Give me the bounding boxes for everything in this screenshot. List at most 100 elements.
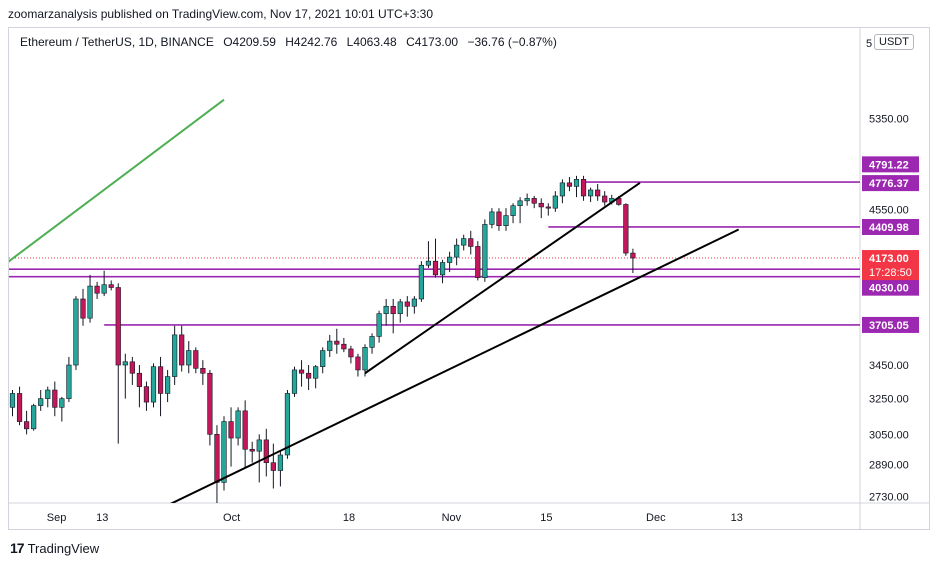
x-tick-label: Sep	[47, 512, 67, 524]
candle-down	[630, 252, 636, 259]
candle-down	[355, 356, 361, 371]
candle-down	[143, 386, 150, 403]
open-value: O4209.59	[223, 35, 276, 49]
level-label-4791: 4791.22	[869, 159, 909, 171]
tradingview-logo-icon: 17	[10, 540, 25, 556]
candle-down	[228, 421, 234, 439]
candle-down	[23, 421, 30, 430]
candle-up	[73, 298, 79, 366]
candle-up	[489, 211, 495, 225]
level-label-4030: 4030.00	[869, 283, 909, 295]
candle-down	[432, 260, 439, 276]
candle-up	[235, 410, 241, 439]
candle-down	[531, 198, 537, 204]
candle-down	[207, 372, 213, 435]
candle-up	[439, 262, 446, 276]
candle-down	[108, 284, 114, 288]
x-tick-label: 18	[343, 512, 355, 524]
candle-up	[165, 376, 171, 394]
candle-down	[179, 334, 185, 366]
candle-down	[80, 298, 86, 319]
candle-down	[341, 343, 347, 350]
chart-frame	[8, 27, 930, 530]
candle-up	[510, 205, 516, 216]
candle-up	[9, 393, 16, 408]
publisher-header: zoomarzanalysis published on TradingView…	[8, 7, 434, 21]
candle-up	[284, 393, 291, 456]
low-value: L4063.48	[346, 35, 397, 49]
y-tick-label: 4550.00	[869, 204, 909, 216]
candle-down	[242, 410, 248, 450]
truncated-tick-label: 5	[866, 38, 873, 50]
candle-down	[496, 211, 502, 227]
candle-down	[52, 389, 58, 408]
candle-down	[94, 285, 100, 294]
candle-down	[305, 372, 312, 379]
candle-up	[221, 421, 227, 483]
high-value: H4242.76	[285, 35, 338, 49]
level-label-4776-bg	[862, 175, 919, 192]
level-label-4409: 4409.98	[869, 222, 909, 234]
candle-down	[193, 350, 199, 369]
candle-down	[538, 202, 544, 208]
candle-up	[327, 340, 333, 351]
candle-up	[172, 334, 178, 377]
candle-up	[573, 179, 580, 187]
candle-down	[334, 340, 340, 345]
footer-brand: TradingView	[27, 540, 100, 556]
candle-down	[298, 369, 305, 374]
candle-down	[623, 204, 629, 254]
candle-up	[517, 200, 523, 207]
level-label-3705-bg	[862, 316, 919, 333]
candle-up	[313, 366, 319, 379]
candle-down	[270, 462, 276, 471]
tradingview-footer: 17 TradingView	[10, 540, 99, 556]
candle-up	[446, 256, 453, 263]
y-tick-label: 5350.00	[869, 113, 909, 125]
symbol-name[interactable]: Ethereum / TetherUS, 1D, BINANCE	[20, 35, 214, 49]
candle-up	[559, 182, 565, 197]
candle-up	[418, 264, 425, 300]
candle-down	[602, 195, 608, 203]
candle-up	[38, 398, 44, 406]
change-value: −36.76 (−0.87%)	[467, 35, 557, 49]
candle-up	[122, 361, 128, 366]
candle-down	[475, 246, 481, 278]
candle-up	[87, 285, 93, 319]
candle-down	[580, 179, 587, 197]
candle-down	[595, 189, 601, 197]
candle-up	[186, 350, 192, 366]
candle-up	[524, 198, 530, 202]
y-tick-label: 3250.00	[869, 394, 909, 406]
green-upper-channel-line	[9, 98, 225, 263]
y-tick-label: 3050.00	[869, 429, 909, 441]
candle-down	[545, 206, 551, 209]
x-tick-label: 13	[731, 512, 743, 524]
lower-support-trendline	[170, 228, 740, 503]
level-label-4776: 4776.37	[869, 178, 909, 190]
candle-down	[566, 182, 573, 187]
candle-up	[31, 405, 37, 430]
candle-up	[383, 305, 389, 314]
x-tick-label: Dec	[646, 512, 666, 524]
candle-down	[468, 238, 474, 247]
candle-up	[101, 284, 107, 294]
plot-area	[9, 98, 860, 503]
level-label-3705: 3705.05	[869, 320, 909, 332]
x-tick-label: Nov	[442, 512, 462, 524]
last-price-badge-bg	[862, 250, 919, 281]
candle-up	[150, 366, 157, 403]
last-price-label: 4173.00	[869, 253, 909, 265]
level-label-4409-bg	[862, 218, 919, 235]
close-value: C4173.00	[406, 35, 459, 49]
candle-down	[249, 448, 255, 452]
candle-up	[425, 260, 432, 266]
currency-button[interactable]: USDT	[874, 34, 914, 50]
candle-up	[320, 350, 326, 367]
candle-up	[362, 347, 368, 371]
candle-down	[214, 434, 220, 483]
candle-up	[59, 398, 65, 408]
y-tick-label: 2730.00	[869, 492, 909, 504]
candle-up	[376, 313, 382, 337]
